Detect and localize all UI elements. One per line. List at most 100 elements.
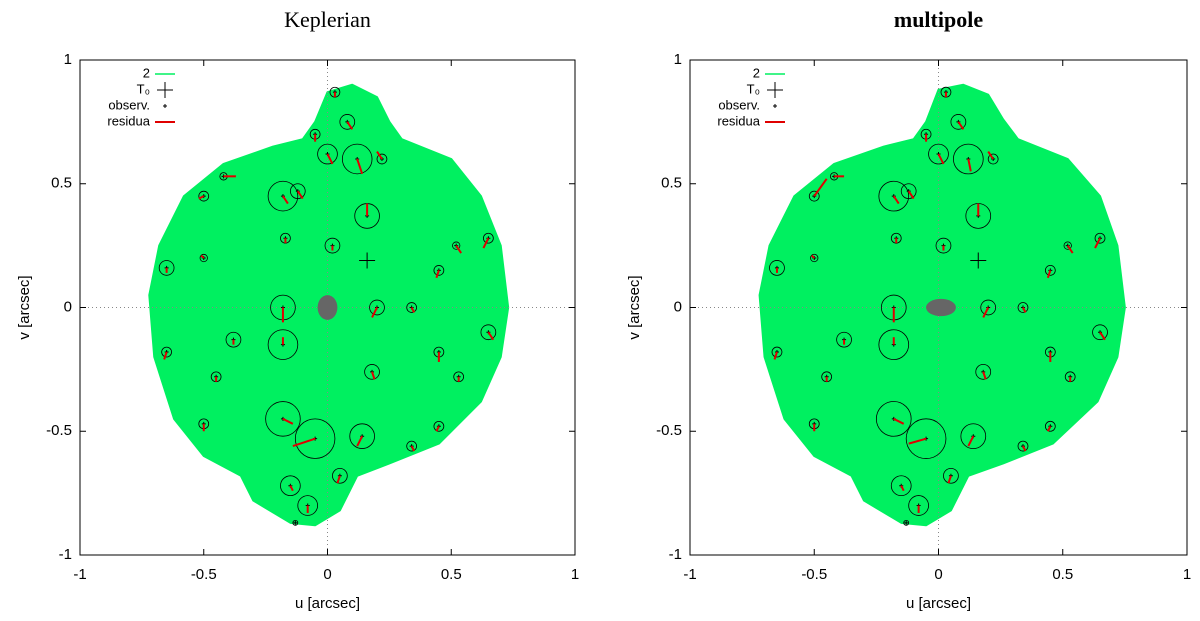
error-circle [875, 401, 912, 437]
y-tick-label: 1 [674, 51, 682, 68]
y-tick-label: -1 [669, 546, 682, 563]
residual [1094, 237, 1101, 249]
error-circle [364, 364, 380, 380]
error-circle [332, 467, 348, 484]
error-circle [480, 324, 497, 341]
plot-area [690, 60, 1187, 555]
y-tick-label: -0.5 [46, 422, 72, 439]
legend-swatch [767, 82, 783, 98]
y-axis-label: v [arcsec] [626, 275, 643, 339]
error-circle [225, 331, 242, 348]
y-tick-label: 1 [64, 51, 72, 68]
legend-swatch [773, 104, 777, 108]
error-circle [1063, 241, 1072, 250]
error-circle [905, 418, 947, 459]
error-circle [317, 143, 338, 165]
residual [947, 475, 952, 484]
y-axis-label: v [arcsec] [16, 275, 33, 339]
x-tick-label: 0 [934, 566, 942, 583]
residual [937, 153, 945, 165]
error-circle [280, 475, 301, 497]
residual [1066, 245, 1074, 254]
residual [296, 190, 304, 200]
error-circle [349, 423, 375, 449]
residual [410, 445, 416, 452]
error-circle [433, 420, 445, 432]
residual [455, 245, 462, 254]
error-circle [940, 86, 952, 98]
error-circle [953, 143, 984, 175]
observation [904, 520, 909, 525]
residual [371, 371, 376, 380]
error-circle [935, 237, 952, 254]
x-tick-label: -0.5 [801, 566, 827, 583]
residual [376, 151, 383, 160]
x-tick-label: -1 [683, 566, 696, 583]
residual [336, 475, 341, 484]
residual [907, 190, 915, 200]
error-circle [406, 440, 417, 452]
error-circle [1044, 420, 1056, 432]
residual [892, 195, 900, 205]
y-tick-label: 0.5 [51, 175, 72, 192]
residual [1022, 307, 1027, 313]
x-tick-label: 0.5 [441, 566, 462, 583]
residual [371, 307, 378, 318]
error-circle [376, 153, 388, 165]
x-axis-label: u [arcsec] [906, 595, 971, 612]
legend-label: 2 [753, 65, 760, 80]
y-tick-label: 0 [674, 298, 682, 315]
error-circle [769, 260, 785, 276]
residual [811, 254, 815, 259]
error-circle [1044, 265, 1056, 276]
legend-label: 2 [143, 65, 150, 80]
error-circle [808, 190, 820, 202]
residual [356, 158, 364, 175]
residual [435, 270, 440, 279]
legend-label: T₀ [747, 81, 760, 96]
residual [326, 153, 334, 165]
chart-title: multipole [894, 7, 983, 32]
error-circle [267, 329, 299, 360]
error-circle [267, 180, 299, 212]
residual [200, 254, 205, 259]
error-circle [341, 143, 373, 175]
residual [435, 425, 440, 432]
error-circle [1064, 371, 1076, 383]
error-circle [483, 232, 494, 244]
t0-marker [359, 252, 376, 269]
residual [1099, 331, 1106, 341]
residual [1046, 425, 1052, 432]
t0-marker [970, 252, 987, 269]
residual [356, 435, 364, 447]
legend-label: residua [717, 113, 760, 128]
y-tick-label: -0.5 [656, 422, 682, 439]
residual [900, 485, 905, 492]
residual [1022, 445, 1027, 452]
residual [967, 435, 975, 447]
error-circle [324, 237, 341, 254]
central-body [926, 298, 956, 317]
legend-label: residua [107, 113, 150, 128]
error-circle [878, 180, 910, 212]
error-circle [890, 475, 912, 497]
x-axis-label: u [arcsec] [295, 595, 360, 612]
x-tick-label: 0.5 [1052, 566, 1073, 583]
error-circle [987, 153, 999, 165]
residual [487, 331, 495, 341]
error-circle [980, 299, 997, 316]
error-circle [452, 241, 461, 250]
error-circle [265, 401, 301, 437]
legend-swatch [163, 104, 167, 108]
chart-title: Keplerian [284, 7, 371, 32]
error-circle [821, 371, 833, 383]
residual [987, 151, 995, 160]
error-circle [1092, 324, 1108, 341]
plot-area [80, 60, 575, 555]
error-circle [943, 467, 959, 484]
x-tick-label: 1 [1183, 566, 1191, 583]
x-tick-label: -1 [73, 566, 86, 583]
error-circle [199, 253, 208, 263]
error-circle [292, 519, 299, 526]
